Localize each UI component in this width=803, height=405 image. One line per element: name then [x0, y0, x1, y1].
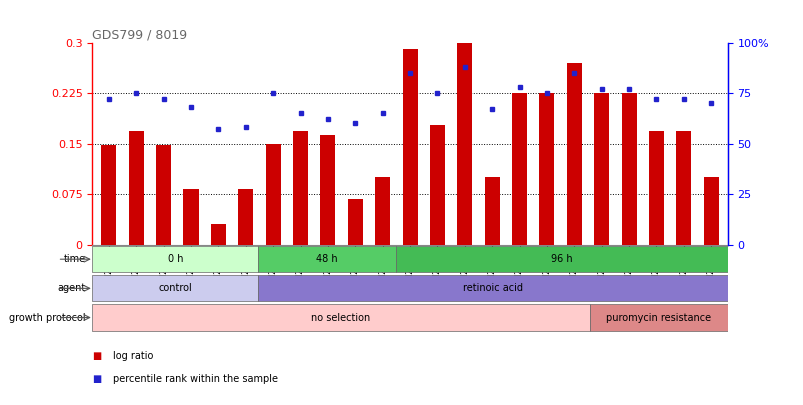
Text: puromycin resistance: puromycin resistance	[605, 313, 711, 322]
Text: retinoic acid: retinoic acid	[463, 284, 522, 293]
Text: agent: agent	[58, 284, 86, 293]
Bar	[675, 132, 691, 245]
Text: no selection: no selection	[311, 313, 370, 322]
Bar	[183, 190, 198, 245]
Text: GDS799 / 8019: GDS799 / 8019	[92, 28, 187, 41]
Bar	[484, 177, 499, 245]
Bar	[92, 275, 258, 301]
Text: 0 h: 0 h	[167, 254, 183, 264]
Text: percentile rank within the sample: percentile rank within the sample	[112, 374, 277, 384]
Bar	[430, 125, 444, 245]
Bar	[292, 132, 308, 245]
Text: 48 h: 48 h	[316, 254, 337, 264]
Bar	[396, 246, 727, 272]
Text: 96 h: 96 h	[550, 254, 572, 264]
Bar	[348, 199, 362, 245]
Bar	[238, 190, 253, 245]
Bar	[457, 43, 471, 245]
Bar	[539, 93, 554, 245]
Bar	[101, 145, 116, 245]
Text: time: time	[64, 254, 86, 264]
Bar	[648, 132, 663, 245]
Bar	[265, 144, 280, 245]
Bar	[621, 93, 636, 245]
Text: ■: ■	[92, 352, 102, 361]
Bar	[512, 93, 527, 245]
Bar	[156, 145, 171, 245]
Bar	[92, 305, 589, 330]
Bar	[258, 275, 727, 301]
Bar	[210, 224, 226, 245]
Bar	[703, 177, 718, 245]
Bar	[375, 177, 389, 245]
Bar	[589, 305, 727, 330]
Text: ■: ■	[92, 374, 102, 384]
Text: log ratio: log ratio	[112, 352, 153, 361]
Text: growth protocol: growth protocol	[10, 313, 86, 322]
Bar	[92, 246, 258, 272]
Bar	[402, 49, 417, 245]
Bar	[258, 246, 396, 272]
Bar	[593, 93, 609, 245]
Text: control: control	[158, 284, 192, 293]
Bar	[566, 63, 581, 245]
Bar	[128, 132, 144, 245]
Bar	[320, 136, 335, 245]
